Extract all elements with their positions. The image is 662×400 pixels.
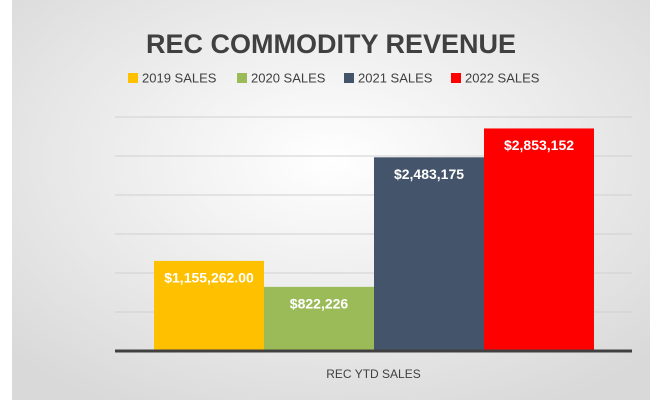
bar (484, 128, 594, 351)
legend-swatch (237, 73, 247, 83)
legend-label: 2019 SALES (142, 70, 217, 85)
data-label: $2,853,152 (504, 137, 574, 153)
bar (374, 157, 484, 351)
legend-label: 2021 SALES (358, 70, 433, 85)
legend-swatch (451, 73, 461, 83)
bar (154, 260, 264, 351)
x-tick-label: REC YTD SALES (326, 367, 420, 381)
legend-swatch (344, 73, 354, 83)
chart-title: REC COMMODITY REVENUE (146, 29, 516, 59)
legend-label: 2022 SALES (465, 70, 540, 85)
data-label: $1,155,262.00 (164, 270, 254, 286)
data-label: $2,483,175 (394, 166, 464, 182)
legend-label: 2020 SALES (251, 70, 326, 85)
bar (264, 286, 374, 351)
data-label: $822,226 (290, 296, 349, 312)
legend-swatch (128, 73, 138, 83)
